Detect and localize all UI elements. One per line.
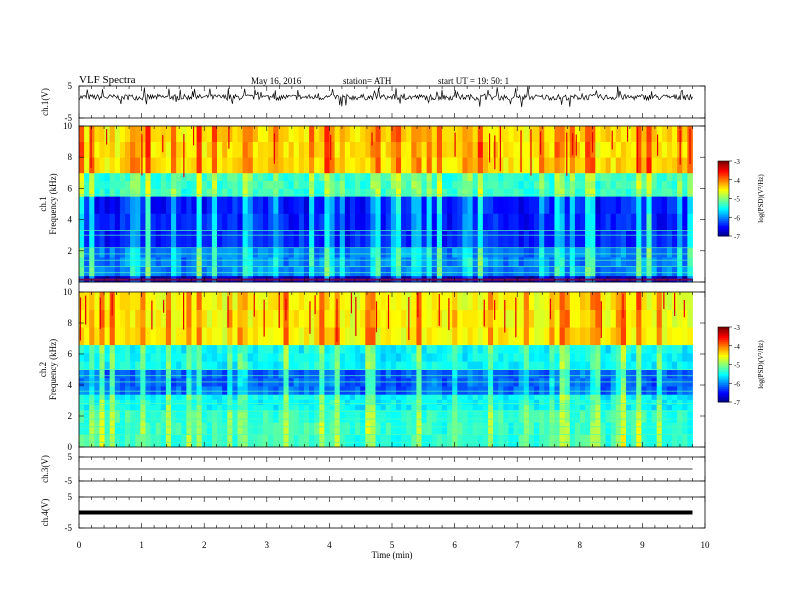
- station-label: station= ATH: [343, 76, 392, 86]
- ch1-spectrogram-colorbar: -3 -4 -5 -6 -7: [717, 158, 740, 241]
- y-tick-label: -5: [65, 113, 73, 123]
- x-axis-label: Time (min): [372, 550, 413, 560]
- colorbar-tick-label: -5: [734, 362, 740, 370]
- y-tick-label: 5: [68, 81, 73, 91]
- y-tick-label: 5: [68, 452, 73, 462]
- y-tick-label: -5: [65, 476, 73, 486]
- colorbar-tick-label: -3: [734, 324, 740, 332]
- colorbar-tick-label: -5: [734, 196, 740, 204]
- colorbar-tick-label: -7: [734, 399, 740, 407]
- colorbar-tick-label: -4: [734, 177, 740, 185]
- x-tick-label: 8: [578, 540, 583, 550]
- ch2-spectrogram-colorbar: -3 -4 -5 -6 -7: [717, 324, 740, 407]
- x-tick-label: 9: [640, 540, 645, 550]
- x-tick-label: 6: [452, 540, 457, 550]
- colorbar-tick-label: -6: [734, 214, 740, 222]
- y-tick-label: 10: [63, 287, 73, 297]
- ch1-spectrogram-image: [79, 126, 693, 283]
- y-tick-label: 8: [68, 318, 73, 328]
- ch1-ylabel: ch.1(V): [40, 88, 50, 116]
- start-time-label: start UT = 19: 50: 1: [438, 76, 510, 86]
- y-tick-label: 5: [68, 492, 73, 502]
- x-tick-label: 3: [265, 540, 270, 550]
- ch2-spectrogram-image: [79, 292, 693, 448]
- chart-title: VLF Spectra: [79, 74, 136, 86]
- y-tick-label: 10: [63, 121, 73, 131]
- y-tick-label: 4: [68, 380, 73, 390]
- colorbar-tick-label: -6: [734, 380, 740, 388]
- x-tick-label: 7: [515, 540, 520, 550]
- ch1-spectrogram-ylabel-freq: Frequency (kHz): [48, 173, 58, 234]
- y-tick-label: 0: [68, 277, 73, 287]
- y-tick-label: 2: [68, 411, 73, 421]
- y-tick-label: 2: [68, 246, 73, 256]
- y-tick-label: 6: [68, 349, 73, 359]
- ch2-spectrogram-colorbar-label: log(PSD)(V²/Hz): [757, 340, 765, 389]
- x-tick-label: 1: [139, 540, 144, 550]
- y-tick-label: 8: [68, 152, 73, 162]
- y-tick-label: -5: [65, 523, 73, 533]
- ch2-spectrogram-ylabel-channel: ch.2: [38, 362, 48, 377]
- y-tick-label: 6: [68, 183, 73, 193]
- ch2-spectrogram-ylabel-freq: Frequency (kHz): [48, 339, 58, 400]
- ch1-spectrogram-colorbar-label: log(PSD)(V²/Hz): [757, 174, 765, 223]
- y-tick-label: 0: [68, 442, 73, 452]
- colorbar-tick-label: -7: [734, 233, 740, 241]
- x-tick-label: 5: [390, 540, 395, 550]
- x-tick-label: 4: [327, 540, 332, 550]
- ch1-spectrogram-ylabel-channel: ch.1: [38, 196, 48, 211]
- y-tick-label: 4: [68, 215, 73, 225]
- ch4-ylabel: ch.4(V): [40, 499, 50, 527]
- x-tick-label: 0: [77, 540, 82, 550]
- date-label: May 16, 2016: [251, 76, 302, 86]
- colorbar-tick-label: -4: [734, 343, 740, 351]
- colorbar-tick-label: -3: [734, 158, 740, 166]
- x-tick-label: 2: [202, 540, 207, 550]
- ch3-ylabel: ch.3(V): [40, 455, 50, 483]
- ch1-trace: [78, 85, 693, 108]
- x-tick-label: 10: [701, 540, 711, 550]
